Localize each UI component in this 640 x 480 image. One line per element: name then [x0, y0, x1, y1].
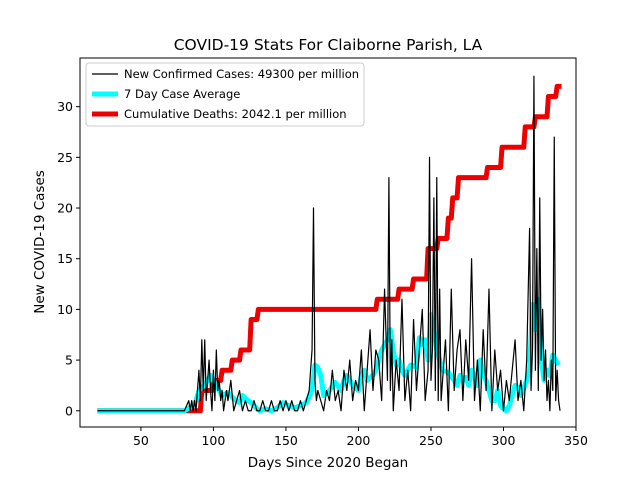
y-tick-label: 15 — [57, 251, 73, 266]
legend-label-2: Cumulative Deaths: 2042.1 per million — [124, 107, 347, 121]
y-tick-label: 30 — [57, 99, 73, 114]
x-tick-label: 350 — [564, 433, 588, 448]
x-tick-label: 100 — [201, 433, 225, 448]
y-tick-label: 0 — [65, 403, 73, 418]
x-tick-label: 250 — [419, 433, 443, 448]
legend-label-0: New Confirmed Cases: 49300 per million — [124, 67, 359, 81]
series-line-2 — [97, 83, 562, 414]
y-tick-label: 20 — [57, 201, 73, 216]
x-axis: 50 100 150 200 250 300 350 — [133, 427, 588, 448]
y-tick-label: 10 — [57, 302, 73, 317]
legend-label-1: 7 Day Case Average — [124, 87, 240, 101]
x-tick-label: 50 — [133, 433, 149, 448]
legend: New Confirmed Cases: 49300 per million 7 … — [85, 62, 365, 127]
legend-box — [85, 62, 365, 127]
x-tick-label: 150 — [274, 433, 298, 448]
series-layer — [97, 75, 562, 414]
y-tick-label: 25 — [57, 150, 73, 165]
y-axis-label: New COVID-19 Cases — [32, 170, 48, 314]
x-tick-label: 200 — [347, 433, 371, 448]
y-tick-label: 5 — [65, 353, 73, 368]
axes-frame — [79, 57, 577, 428]
chart-title: COVID-19 Stats For Claiborne Parish, LA — [174, 36, 483, 54]
y-axis: 0 5 10 15 20 25 30 — [57, 99, 80, 418]
x-axis-label: Days Since 2020 Began — [248, 455, 409, 471]
plot-area: 50 100 150 200 250 300 350 0 5 10 15 20 25 30 — [57, 57, 588, 448]
x-tick-label: 300 — [492, 433, 516, 448]
series-line-0 — [97, 75, 561, 412]
